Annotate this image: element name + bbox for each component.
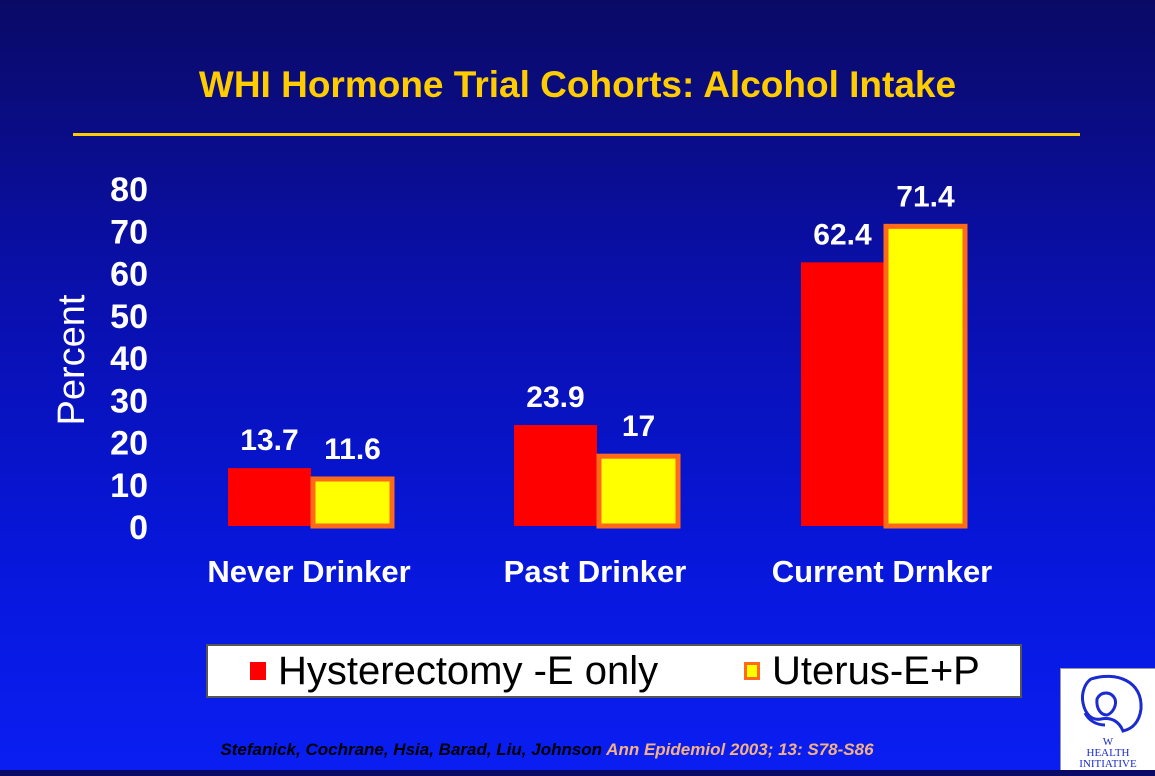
data-label: 11.6	[324, 433, 381, 466]
data-label: 71.4	[896, 180, 955, 213]
bar-hysterectomy	[228, 468, 311, 526]
bar-uterus	[596, 453, 681, 529]
data-label: 17	[622, 410, 655, 443]
citation: Stefanick, Cochrane, Hsia, Barad, Liu, J…	[0, 740, 1094, 760]
womens-health-initiative-logo-icon: W HEALTH INITIATIVE	[1079, 674, 1143, 770]
y-axis-label: Percent	[50, 294, 93, 426]
x-tick-label: Never Drinker	[207, 554, 410, 589]
whi-logo: W HEALTH INITIATIVE	[1060, 668, 1155, 770]
bar-chart: 0 10 20 30 40 50 60 70 80 13.7 11.6 23.9 17 62.4 71.4…	[110, 171, 992, 589]
logo-text-line1: W	[1103, 736, 1114, 748]
y-axis-label-wrap: Percent	[47, 295, 97, 426]
bar-hysterectomy	[514, 425, 597, 526]
y-tick-label: 60	[110, 256, 148, 294]
bars	[228, 223, 968, 529]
y-tick-label: 80	[110, 171, 148, 209]
svg-text:INITIATIVE: INITIATIVE	[1079, 758, 1137, 770]
data-label: 23.9	[526, 381, 584, 414]
legend-label: Uterus-E+P	[772, 648, 980, 693]
x-tick-label: Current Drnker	[772, 554, 993, 589]
bar-uterus	[883, 223, 968, 529]
legend-item-hysterectomy: Hysterectomy -E only	[250, 646, 658, 696]
title-underline	[73, 133, 1080, 136]
y-tick-label: 50	[110, 298, 148, 336]
bar-hysterectomy	[801, 262, 884, 526]
legend-swatch-red	[250, 662, 266, 680]
data-label: 13.7	[240, 424, 298, 457]
legend: Hysterectomy -E only Uterus-E+P	[206, 644, 1022, 698]
data-label: 62.4	[813, 218, 872, 251]
y-axis-ticks: 0 10 20 30 40 50 60 70 80	[110, 171, 148, 547]
bar-uterus	[310, 476, 395, 529]
y-tick-label: 0	[129, 509, 148, 547]
y-tick-label: 30	[110, 382, 148, 420]
legend-swatch-yellow	[744, 662, 760, 680]
y-tick-label: 20	[110, 425, 148, 463]
data-labels: 13.7 11.6 23.9 17 62.4 71.4	[240, 180, 955, 466]
legend-label: Hysterectomy -E only	[278, 648, 659, 693]
chart-title: WHI Hormone Trial Cohorts: Alcohol Intak…	[198, 64, 957, 105]
y-tick-label: 10	[110, 467, 148, 505]
legend-item-uterus: Uterus-E+P	[744, 646, 980, 696]
y-tick-label: 40	[110, 340, 148, 378]
citation-authors: Stefanick, Cochrane, Hsia, Barad, Liu, J…	[220, 740, 603, 759]
citation-journal: Ann Epidemiol 2003; 13: S78-S86	[606, 740, 874, 759]
x-axis-ticks: Never Drinker Past Drinker Current Drnker	[207, 554, 992, 589]
svg-text:HEALTH: HEALTH	[1087, 747, 1130, 759]
x-tick-label: Past Drinker	[504, 554, 687, 589]
y-tick-label: 70	[110, 213, 148, 251]
